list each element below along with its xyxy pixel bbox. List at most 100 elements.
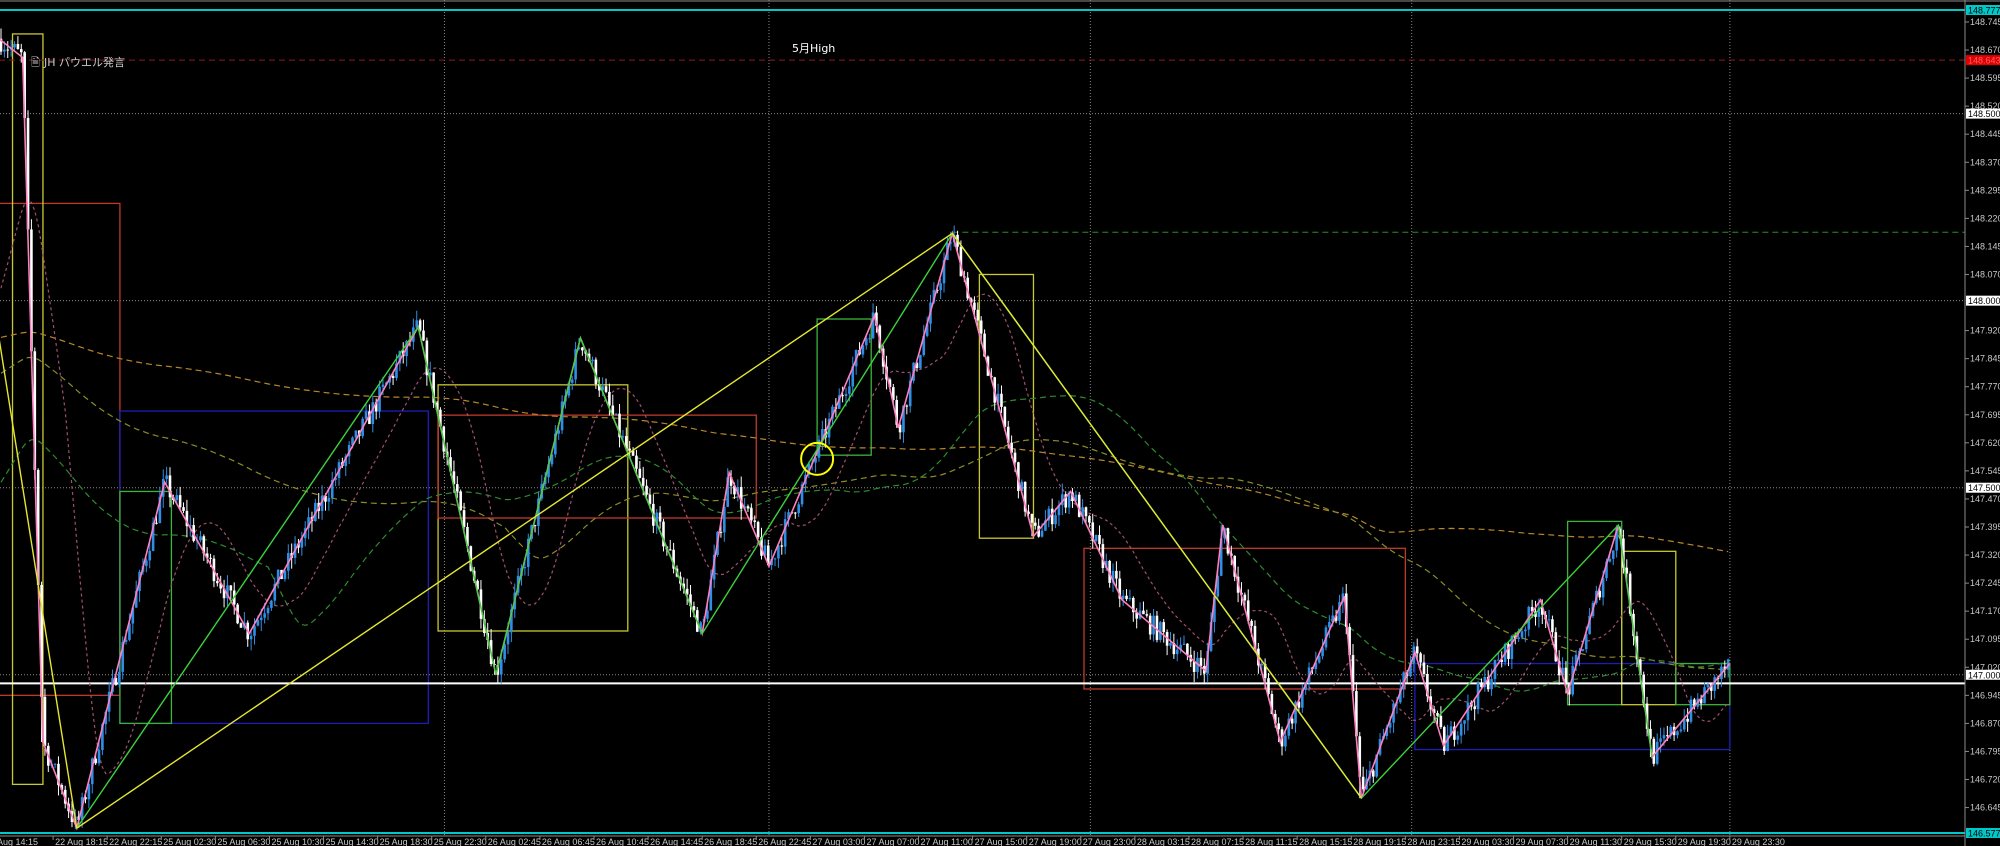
candle bbox=[1145, 609, 1149, 618]
candle bbox=[428, 361, 432, 379]
candle-body bbox=[1355, 691, 1358, 737]
candle-body bbox=[750, 508, 753, 521]
candle-body bbox=[1645, 703, 1649, 729]
candle-body bbox=[581, 347, 584, 351]
candle bbox=[922, 325, 926, 357]
candle-body bbox=[330, 479, 334, 498]
candle bbox=[1118, 570, 1122, 608]
candle bbox=[371, 395, 375, 433]
zigzag-lines bbox=[0, 38, 1731, 831]
candle bbox=[908, 373, 912, 413]
candle-body bbox=[756, 521, 760, 538]
candle-body bbox=[797, 504, 800, 514]
candle bbox=[1321, 638, 1324, 660]
candle-body bbox=[121, 641, 124, 672]
candle bbox=[959, 240, 963, 277]
candle bbox=[270, 599, 273, 611]
trend-line[interactable] bbox=[0, 338, 78, 829]
candle-body bbox=[770, 559, 773, 566]
candle bbox=[378, 380, 381, 419]
candle bbox=[1199, 650, 1203, 676]
candle-body bbox=[1371, 770, 1375, 777]
candle bbox=[178, 486, 182, 511]
trend-line[interactable] bbox=[76, 232, 953, 829]
price-tick-label: 147.470 bbox=[1970, 494, 2000, 504]
price-tick-label: 146.870 bbox=[1970, 718, 2000, 728]
candle bbox=[614, 413, 618, 416]
candle-body bbox=[104, 711, 108, 725]
candle bbox=[148, 542, 152, 569]
candle-body bbox=[1358, 736, 1362, 777]
candle-body bbox=[3, 49, 6, 52]
candle bbox=[1054, 508, 1057, 529]
candle bbox=[175, 488, 179, 504]
candle bbox=[570, 375, 574, 390]
candle bbox=[1706, 683, 1710, 694]
candle bbox=[736, 479, 740, 502]
candle-body bbox=[462, 510, 466, 527]
candle bbox=[1686, 708, 1689, 732]
candle-body bbox=[868, 338, 871, 340]
candle bbox=[1439, 706, 1443, 730]
time-tick-label: 29 Aug 11:30 bbox=[1570, 837, 1622, 846]
candle-body bbox=[547, 464, 550, 478]
price-label-box bbox=[1966, 482, 2000, 493]
candle-body bbox=[807, 463, 811, 475]
candle-body bbox=[794, 512, 797, 514]
candle-body bbox=[1446, 735, 1449, 752]
candle bbox=[1121, 589, 1125, 606]
candle-body bbox=[1243, 594, 1247, 601]
annotation-powell[interactable]: 🗎 JH パウエル発言 bbox=[31, 55, 125, 69]
candle-body bbox=[185, 510, 189, 527]
price-axis[interactable]: 148.745 148.670 148.595 148.520 148.445 148.3… bbox=[1965, 5, 2000, 839]
candle-body bbox=[19, 49, 23, 53]
candle-body bbox=[418, 320, 422, 331]
candle bbox=[1459, 718, 1463, 744]
candle bbox=[1473, 698, 1476, 721]
candle bbox=[90, 757, 94, 794]
candle bbox=[1598, 588, 1602, 601]
candle-body bbox=[1044, 520, 1047, 531]
candle bbox=[631, 447, 635, 456]
candle-body bbox=[973, 302, 976, 310]
candle-body bbox=[1270, 694, 1274, 714]
candle bbox=[753, 515, 757, 529]
candle bbox=[354, 430, 358, 440]
candle-body bbox=[919, 355, 922, 368]
candle-body bbox=[1199, 657, 1203, 666]
candle bbox=[726, 468, 729, 507]
candle-body bbox=[469, 546, 473, 571]
time-tick-label: 29 Aug 07:30 bbox=[1516, 837, 1569, 846]
annotation-may-high[interactable]: 5月High bbox=[792, 42, 835, 55]
candle-body bbox=[1655, 741, 1659, 764]
trend-lines[interactable] bbox=[0, 232, 1362, 829]
price-tick-label: 148.595 bbox=[1970, 73, 2000, 83]
candle-body bbox=[1287, 718, 1291, 736]
candle bbox=[327, 487, 331, 511]
time-tick-label: 27 Aug 03:00 bbox=[812, 837, 865, 846]
candle-body bbox=[922, 335, 926, 356]
grid-lines bbox=[0, 0, 1965, 836]
candle-body bbox=[422, 330, 425, 341]
candle bbox=[1084, 506, 1088, 524]
horizontal-levels[interactable] bbox=[0, 9, 1965, 834]
plot-area[interactable]: 🗎 JH パウエル発言 5月High bbox=[0, 0, 1965, 836]
candle bbox=[0, 28, 3, 55]
price-tick-label: 148.070 bbox=[1970, 269, 2000, 279]
price-tick-label: 147.620 bbox=[1970, 438, 2000, 448]
trend-line[interactable] bbox=[951, 232, 1362, 799]
price-tick-label: 148.370 bbox=[1970, 157, 2000, 167]
candle-body bbox=[597, 383, 601, 391]
candle-body bbox=[709, 579, 713, 611]
candle-body bbox=[1226, 528, 1230, 554]
candle-body bbox=[1301, 689, 1304, 708]
candle-body bbox=[202, 536, 206, 554]
candle bbox=[821, 420, 824, 451]
candle bbox=[766, 539, 770, 567]
candle bbox=[276, 569, 280, 589]
candle-body bbox=[1517, 637, 1520, 639]
candle bbox=[1067, 491, 1071, 515]
